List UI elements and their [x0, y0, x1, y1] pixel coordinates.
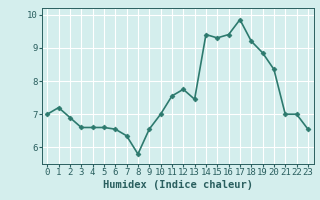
X-axis label: Humidex (Indice chaleur): Humidex (Indice chaleur) — [103, 180, 252, 190]
